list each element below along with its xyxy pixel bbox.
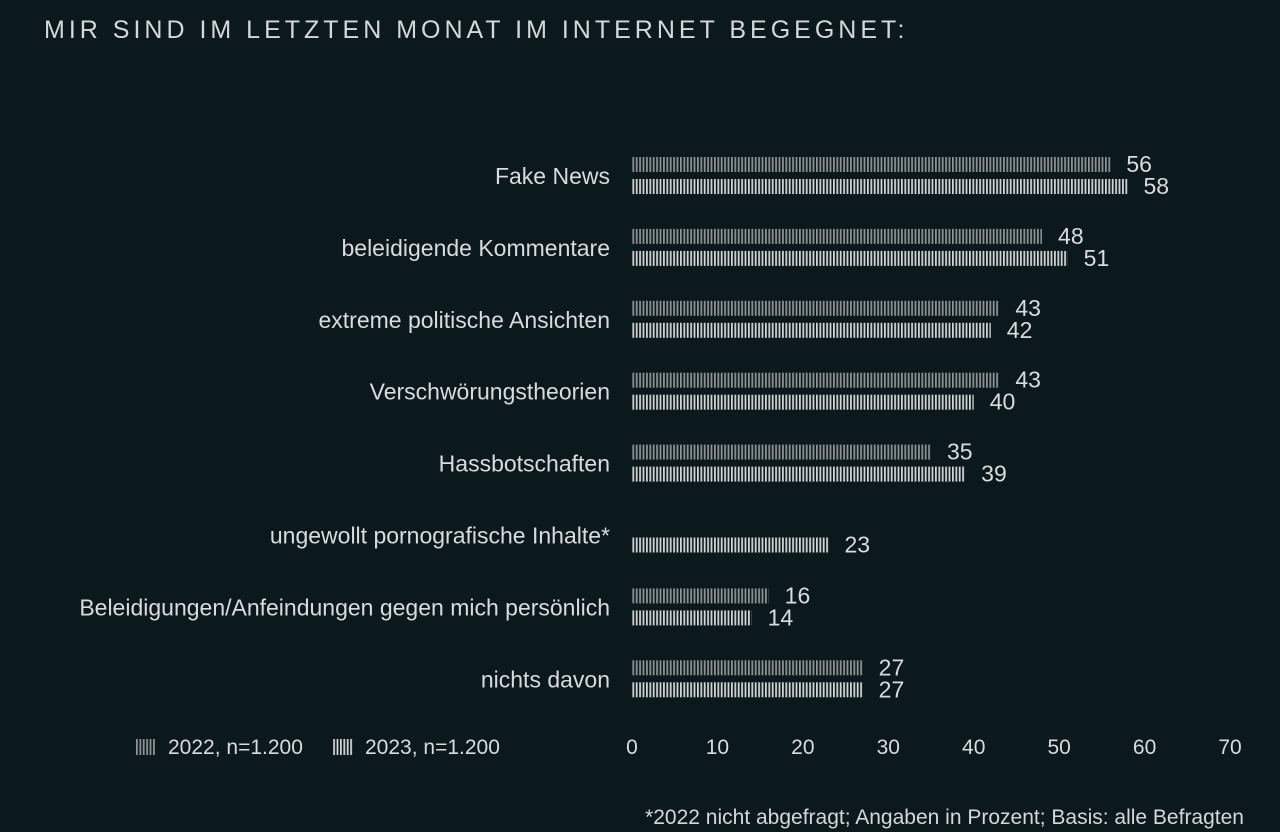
bar-2022 [632,660,863,676]
bar-2022 [632,372,1000,388]
bar-2023 [632,466,966,482]
category-label: Fake News [495,163,610,189]
legend-label: 2023, n=1.200 [365,736,500,759]
data-label: 48 [1058,223,1084,249]
x-tick-label: 30 [877,736,900,759]
category-label: extreme politische Ansichten [319,307,611,333]
category-label: nichts davon [481,666,610,692]
bar-2022 [632,588,769,604]
data-label: 16 [785,582,811,608]
bar-2023 [632,537,829,553]
bar-2023 [632,250,1068,266]
chart-title: MIR SIND IM LETZTEN MONAT IM INTERNET BE… [44,16,909,44]
x-tick-label: 0 [626,736,638,759]
data-label: 23 [844,532,870,558]
data-label: 40 [990,389,1016,415]
data-label: 42 [1007,317,1033,343]
data-label: 35 [947,439,973,465]
data-label: 58 [1143,173,1169,199]
data-label: 27 [879,676,905,702]
data-label: 51 [1084,245,1110,271]
x-tick-label: 70 [1218,736,1241,759]
x-tick-label: 20 [791,736,814,759]
x-tick-label: 50 [1047,736,1070,759]
bar-2022 [632,228,1043,244]
footnote: *2022 nicht abgefragt; Angaben in Prozen… [645,806,1244,829]
legend-swatch [136,739,156,755]
data-label: 43 [1015,367,1041,393]
data-label: 43 [1015,295,1041,321]
bar-2023 [632,322,991,338]
category-label: Beleidigungen/Anfeindungen gegen mich pe… [79,594,610,620]
bar-2023 [632,394,974,410]
data-label: 27 [879,654,905,680]
bar-2023 [632,610,752,626]
x-tick-label: 60 [1133,736,1156,759]
data-label: 56 [1126,151,1152,177]
x-tick-label: 40 [962,736,985,759]
x-tick-label: 10 [706,736,729,759]
category-label: ungewollt pornografische Inhalte* [270,523,610,549]
bar-2022 [632,300,1000,316]
legend-swatch [333,739,353,755]
category-label: Hassbotschaften [439,451,610,477]
bar-2023 [632,179,1128,194]
bar-2022 [632,444,931,460]
data-label: 14 [768,604,794,630]
category-label: Verschwörungstheorien [370,379,610,405]
bar-2022 [632,157,1111,172]
data-label: 39 [981,461,1007,487]
legend-label: 2022, n=1.200 [168,736,303,759]
bar-2023 [632,682,863,698]
category-label: beleidigende Kommentare [341,235,610,261]
